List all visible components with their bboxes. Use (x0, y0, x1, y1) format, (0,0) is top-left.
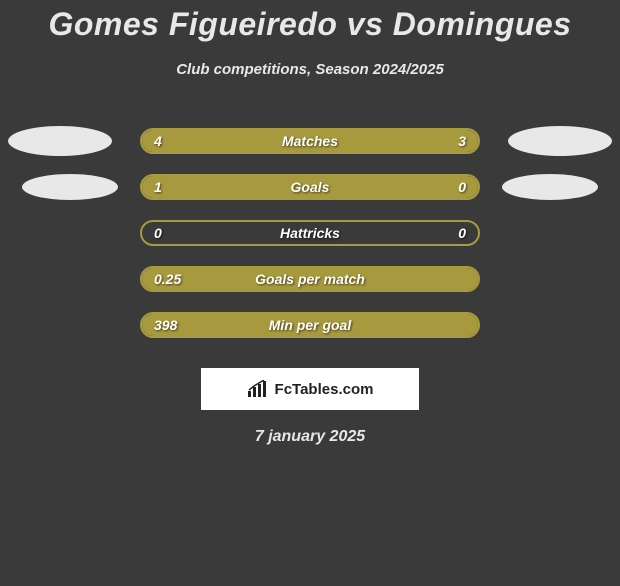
stat-bar-track: 1 Goals 0 (140, 174, 480, 200)
stat-label: Goals per match (255, 271, 365, 287)
stat-bar-track: 0 Hattricks 0 (140, 220, 480, 246)
stat-row: 398 Min per goal (0, 302, 620, 348)
brand-text: FcTables.com (275, 381, 374, 398)
stat-label: Hattricks (280, 225, 340, 241)
stat-value-right: 3 (458, 133, 466, 149)
subtitle: Club competitions, Season 2024/2025 (0, 61, 620, 78)
stat-label: Matches (282, 133, 338, 149)
stat-row: 0 Hattricks 0 (0, 210, 620, 256)
stat-value-left: 398 (154, 317, 177, 333)
stat-bar-fill-left (142, 176, 397, 198)
stat-value-left: 0 (154, 225, 162, 241)
page-title: Gomes Figueiredo vs Domingues (0, 6, 620, 43)
stat-value-right: 0 (458, 179, 466, 195)
stat-row: 1 Goals 0 (0, 164, 620, 210)
date-line: 7 january 2025 (0, 428, 620, 446)
stat-bar-track: 398 Min per goal (140, 312, 480, 338)
stat-label: Goals (291, 179, 330, 195)
stat-value-left: 4 (154, 133, 162, 149)
stat-value-right: 0 (458, 225, 466, 241)
stat-row: 4 Matches 3 (0, 118, 620, 164)
stat-bar-track: 4 Matches 3 (140, 128, 480, 154)
player-left-indicator (8, 126, 112, 156)
player-right-indicator (502, 174, 598, 200)
comparison-chart: 4 Matches 3 1 Goals 0 0 Hattricks 0 0.25 Goals per… (0, 118, 620, 348)
bar-chart-icon (247, 380, 269, 398)
brand-box[interactable]: FcTables.com (201, 368, 419, 410)
stat-bar-fill-right (334, 130, 478, 152)
stat-label: Min per goal (269, 317, 351, 333)
player-left-indicator (22, 174, 118, 200)
stat-row: 0.25 Goals per match (0, 256, 620, 302)
stat-bar-track: 0.25 Goals per match (140, 266, 480, 292)
stat-value-left: 1 (154, 179, 162, 195)
stat-value-left: 0.25 (154, 271, 181, 287)
player-right-indicator (508, 126, 612, 156)
